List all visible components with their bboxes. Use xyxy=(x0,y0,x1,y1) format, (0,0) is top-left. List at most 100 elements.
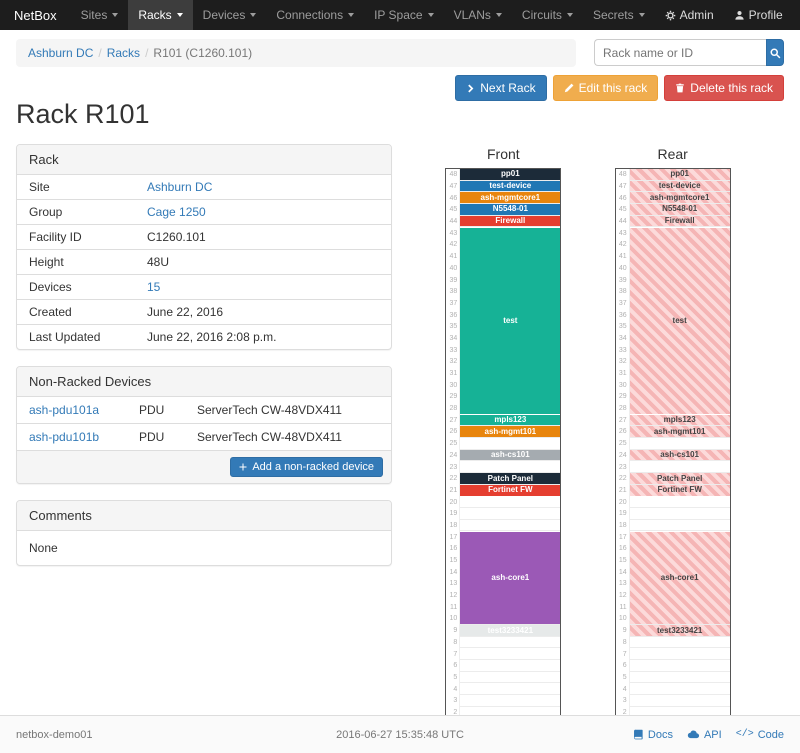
unit-number: 48 xyxy=(618,171,627,179)
empty-unit xyxy=(460,414,561,427)
add-non-racked-device-button[interactable]: Add a non-racked device xyxy=(230,457,383,477)
attr-value-link[interactable]: 15 xyxy=(147,280,161,294)
rack-attr-row: Facility ID C1260.101 xyxy=(17,224,391,250)
attr-label: Height xyxy=(17,249,135,275)
breadcrumb-row: Ashburn DC / Racks / R101 (C1260.101) xyxy=(16,39,784,67)
unit-number: 29 xyxy=(618,393,627,401)
empty-unit xyxy=(460,204,561,216)
nav-item-label: Devices xyxy=(202,8,246,22)
rack-device[interactable]: ash-mgmt101 xyxy=(629,426,730,438)
device-model-cell: ServerTech CW-48VDX411 xyxy=(185,397,391,424)
empty-unit xyxy=(460,648,561,660)
next-rack-button[interactable]: Next Rack xyxy=(455,75,547,101)
device-model-cell: ServerTech CW-48VDX411 xyxy=(185,423,391,451)
rack-device[interactable]: Firewall xyxy=(460,215,561,227)
non-racked-device-row: ash-pdu101b PDU ServerTech CW-48VDX411 xyxy=(17,423,391,451)
delete-rack-button[interactable]: Delete this rack xyxy=(664,75,784,101)
rack-device[interactable]: test xyxy=(460,227,561,414)
footer-link-docs[interactable]: Docs xyxy=(633,729,673,741)
rack-device[interactable]: ash-cs101 xyxy=(460,449,561,461)
empty-unit xyxy=(629,660,730,672)
nav-admin[interactable]: Admin xyxy=(655,0,724,30)
rack-device[interactable]: mpls123 xyxy=(460,414,561,426)
gear-icon xyxy=(665,10,676,21)
unit-number: 4 xyxy=(453,685,458,693)
nav-log-out[interactable]: Log out xyxy=(793,0,800,30)
rack-device[interactable]: test-device xyxy=(460,180,561,192)
rack-device[interactable]: ash-core1 xyxy=(460,531,561,625)
unit-number: 36 xyxy=(618,311,627,319)
empty-unit xyxy=(629,450,730,462)
search-button[interactable] xyxy=(766,39,784,66)
rack-device[interactable]: N5548-01 xyxy=(460,204,561,215)
pencil-icon xyxy=(564,83,574,93)
nav-item-secrets[interactable]: Secrets xyxy=(583,0,655,30)
nav-item-vlans[interactable]: VLANs xyxy=(444,0,512,30)
rack-device[interactable]: Fortinet FW xyxy=(629,484,730,496)
footer-link-api[interactable]: API xyxy=(687,729,722,741)
unit-number: 33 xyxy=(618,346,627,354)
empty-unit xyxy=(460,426,561,438)
edit-rack-button[interactable]: Edit this rack xyxy=(552,75,659,101)
rack-attr-row: Devices 15 xyxy=(17,274,391,300)
empty-unit xyxy=(629,181,730,193)
empty-unit xyxy=(460,473,561,485)
rack-device[interactable]: N5548-01 xyxy=(629,204,730,215)
nav-item-sites[interactable]: Sites xyxy=(71,0,129,30)
attr-value: Cage 1250 xyxy=(135,199,391,225)
search-input[interactable] xyxy=(594,39,766,66)
unit-number: 8 xyxy=(453,638,458,646)
attr-value-link[interactable]: Cage 1250 xyxy=(147,205,206,219)
unit-number: 35 xyxy=(618,323,627,331)
nav-item-racks[interactable]: Racks xyxy=(128,0,193,30)
attr-value-link[interactable]: Ashburn DC xyxy=(147,180,213,194)
rack-details-column: Rack Site Ashburn DC Group Cage 1250 Facilit… xyxy=(16,144,392,582)
device-link[interactable]: ash-pdu101a xyxy=(29,403,100,417)
nav-profile[interactable]: Profile xyxy=(724,0,793,30)
empty-unit xyxy=(460,169,561,181)
rack-device[interactable]: Fortinet FW xyxy=(460,484,561,496)
netbox-brand[interactable]: NetBox xyxy=(14,7,57,23)
empty-unit xyxy=(629,192,730,205)
nav-item-devices[interactable]: Devices xyxy=(193,0,267,30)
rack-device[interactable]: ash-mgmtcore1 xyxy=(460,192,561,204)
rack-device[interactable]: ash-mgmt101 xyxy=(460,426,561,438)
rack-device[interactable]: ash-cs101 xyxy=(629,449,730,461)
nav-item-ip-space[interactable]: IP Space xyxy=(364,0,443,30)
empty-unit xyxy=(460,450,561,462)
unit-number: 24 xyxy=(449,451,458,459)
non-racked-devices-panel: Non-Racked Devices ash-pdu101a PDU ServerT… xyxy=(16,366,392,484)
non-racked-device-row: ash-pdu101a PDU ServerTech CW-48VDX411 xyxy=(17,397,391,424)
unit-number: 18 xyxy=(449,521,458,529)
rack-device[interactable]: test-device xyxy=(629,180,730,192)
rack-device[interactable]: test3233421 xyxy=(629,625,730,636)
empty-unit xyxy=(629,672,730,684)
unit-number: 6 xyxy=(453,662,458,670)
rack-device[interactable]: mpls123 xyxy=(629,414,730,426)
code-icon: </> xyxy=(735,729,754,740)
breadcrumb-link[interactable]: Racks xyxy=(106,46,141,60)
rack-device[interactable]: test3233421 xyxy=(460,625,561,636)
rack-device[interactable]: Firewall xyxy=(629,215,730,227)
attr-value: 48U xyxy=(135,249,391,275)
unit-numbers: 48 47 46 45 44 43 42 41 40 39 38 37 36 35 34 33 32 31 30 29… xyxy=(446,169,461,731)
rack-device[interactable]: ash-mgmtcore1 xyxy=(629,192,730,204)
nav-user-menu: Admin Profile Log out xyxy=(655,0,800,30)
breadcrumb-link[interactable]: Ashburn DC xyxy=(28,46,94,60)
rack-device[interactable]: test xyxy=(629,227,730,414)
rack-device[interactable]: pp01 xyxy=(629,169,730,180)
nav-item-connections[interactable]: Connections xyxy=(266,0,364,30)
unit-number: 46 xyxy=(618,194,627,202)
rack-device[interactable]: Patch Panel xyxy=(629,473,730,484)
unit-number: 44 xyxy=(618,218,627,226)
footer-link-code[interactable]: </> Code xyxy=(736,729,784,741)
attr-label: Created xyxy=(17,299,135,325)
unit-number: 28 xyxy=(618,405,627,413)
rack-device[interactable]: ash-core1 xyxy=(629,531,730,625)
rack-device[interactable]: Patch Panel xyxy=(460,473,561,484)
rack-device[interactable]: pp01 xyxy=(460,169,561,180)
nav-item-circuits[interactable]: Circuits xyxy=(512,0,583,30)
empty-unit xyxy=(460,496,561,508)
device-link[interactable]: ash-pdu101b xyxy=(29,430,100,444)
empty-unit xyxy=(460,637,561,649)
